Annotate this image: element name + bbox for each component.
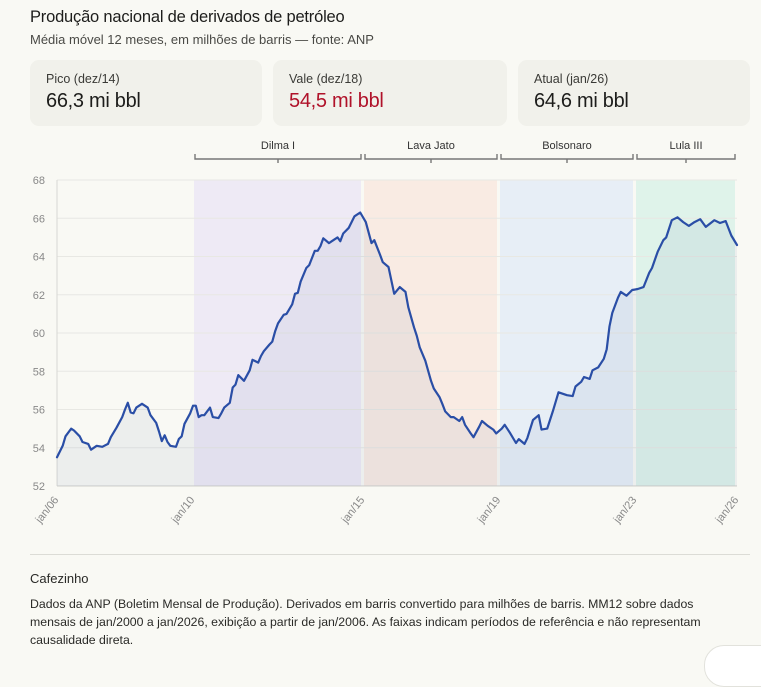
period-label: Bolsonaro — [542, 140, 592, 152]
x-tick-label: jan/26 — [713, 494, 742, 526]
y-tick-label: 68 — [33, 175, 45, 187]
x-tick-label: jan/23 — [611, 494, 640, 526]
footer-heading: Cafezinho — [30, 571, 89, 586]
period-bracket — [195, 154, 361, 163]
x-tick-label: jan/06 — [33, 494, 62, 526]
line-chart: Dilma I Lava Jato Bolsonaro Lula III 52 54 56… — [0, 0, 761, 540]
y-tick-label: 54 — [33, 443, 45, 455]
footer-note: Dados da ANP (Boletim Mensal de Produção… — [30, 595, 730, 649]
y-tick-label: 64 — [33, 252, 45, 264]
y-tick-label: 66 — [33, 213, 45, 225]
period-bracket — [501, 154, 633, 163]
y-tick-label: 58 — [33, 366, 45, 378]
period-label: Lula III — [669, 140, 702, 152]
y-tick-label: 56 — [33, 405, 45, 417]
period-bracket — [365, 154, 497, 163]
y-tick-label: 62 — [33, 290, 45, 302]
x-tick-label: jan/19 — [475, 494, 504, 526]
y-tick-label: 60 — [33, 328, 45, 340]
footer-divider — [30, 554, 750, 555]
period-bracket — [637, 154, 735, 163]
floating-button[interactable] — [704, 645, 761, 687]
period-label: Lava Jato — [407, 140, 455, 152]
y-tick-label: 52 — [33, 481, 45, 493]
x-tick-label: jan/15 — [339, 494, 368, 526]
period-label: Dilma I — [261, 140, 295, 152]
x-tick-label: jan/10 — [169, 494, 198, 526]
